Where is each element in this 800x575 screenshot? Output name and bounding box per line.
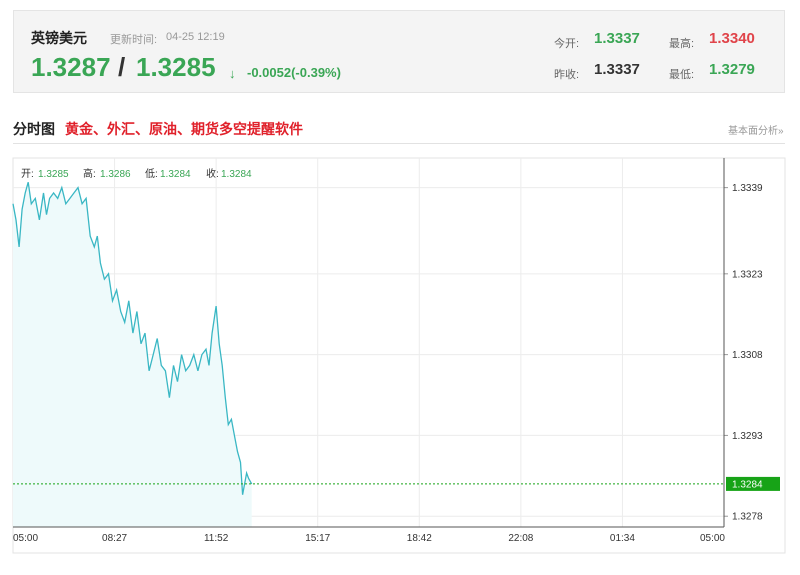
- section-title: 分时图: [13, 121, 55, 137]
- y-tick-label: 1.3339: [732, 183, 763, 194]
- ask-price: 1.3285: [136, 52, 216, 82]
- quote-panel: 英镑美元 更新时间: 04-25 12:19 1.3287 / 1.3285 ↓…: [13, 10, 785, 93]
- x-tick-label: 05:00: [700, 533, 725, 544]
- low-value: 1.3279: [709, 61, 755, 78]
- promo-link[interactable]: 黄金、外汇、原油、期货多空提醒软件: [65, 121, 303, 137]
- x-tick-label: 11:52: [204, 533, 229, 544]
- current-price-label: 1.3284: [732, 479, 763, 490]
- ohlc-readout: 开: 1.3285 高: 1.3286 低: 1.3284 收: 1.3284: [21, 167, 252, 180]
- ohlc-low-label: 低:: [145, 167, 158, 180]
- section-divider: [13, 143, 785, 144]
- ohlc-high-value: 1.3286: [100, 169, 131, 180]
- price-change: -0.0052(-0.39%): [247, 65, 341, 80]
- y-tick-label: 1.3308: [732, 350, 763, 361]
- price-area: [13, 182, 252, 527]
- current-price-tag: [726, 476, 780, 491]
- y-tick-label: 1.3293: [732, 431, 763, 442]
- price-line: [12, 182, 253, 495]
- ohlc-close-value: 1.3284: [221, 169, 252, 180]
- x-tick-label: 05:00: [13, 533, 38, 544]
- y-axis: 1.3339 1.3323 1.3308 1.3293 1.3278: [723, 158, 763, 527]
- open-label: 今开:: [554, 38, 580, 50]
- ohlc-low-value: 1.3284: [160, 169, 191, 180]
- ohlc-close-label: 收:: [206, 167, 219, 180]
- prev-close-label: 昨收:: [554, 69, 580, 81]
- x-tick-label: 15:17: [305, 533, 330, 544]
- x-tick-label: 08:27: [102, 533, 127, 544]
- x-tick-label: 18:42: [407, 533, 432, 544]
- low-label: 最低:: [669, 69, 695, 81]
- symbol-name: 英镑美元: [31, 30, 87, 46]
- x-tick-label: 01:34: [610, 533, 635, 544]
- x-tick-label: 22:08: [508, 533, 533, 544]
- bid-price: 1.3287: [31, 52, 111, 82]
- y-tick-label: 1.3323: [732, 269, 763, 280]
- down-arrow-icon: ↓: [229, 66, 236, 81]
- prev-close-value: 1.3337: [594, 61, 640, 78]
- update-time-label: 更新时间:: [110, 34, 158, 46]
- x-axis: 05:00 08:27 11:52 15:17 18:42 22:08 01:34 05:00: [13, 526, 725, 544]
- update-time: 04-25 12:19: [166, 31, 225, 43]
- y-tick-label: 1.3278: [732, 512, 763, 523]
- high-value: 1.3340: [709, 30, 755, 47]
- open-value: 1.3337: [594, 30, 640, 47]
- ohlc-open-value: 1.3285: [38, 169, 69, 180]
- ohlc-high-label: 高:: [83, 167, 96, 180]
- high-label: 最高:: [669, 38, 695, 50]
- ohlc-open-label: 开:: [21, 169, 34, 180]
- analysis-link[interactable]: 基本面分析»: [728, 126, 784, 137]
- price-separator: /: [118, 52, 126, 82]
